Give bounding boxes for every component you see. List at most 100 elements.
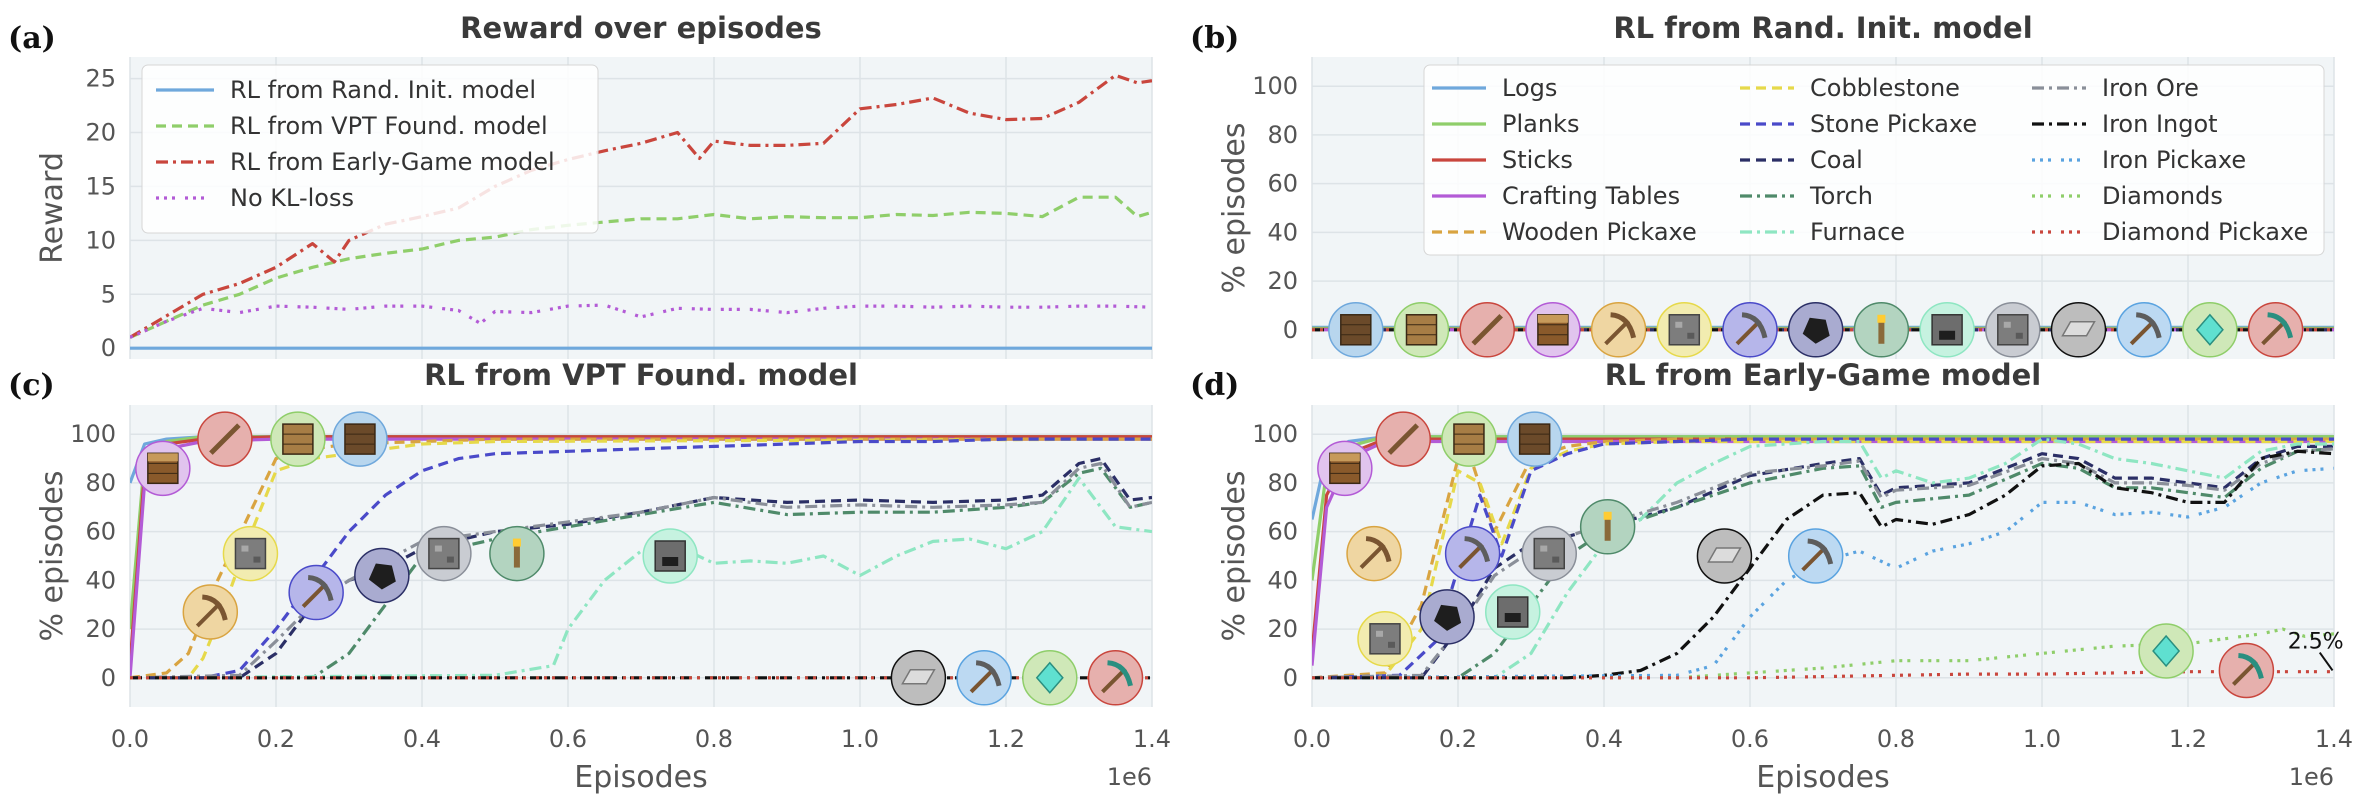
series-line-rl-from-early-game-model (130, 73, 1152, 339)
x-tick-label: 0.4 (403, 725, 441, 753)
item-icon-iron-pickaxe (956, 650, 1012, 706)
item-icon-coal (1787, 302, 1844, 358)
icon-shape (428, 537, 460, 570)
icon-shape (1035, 661, 1064, 694)
icon-shape (344, 423, 376, 455)
item-icon-stone-pickaxe (1444, 525, 1501, 582)
panel-letter: (d) (1190, 368, 1239, 403)
y-tick-label: 20 (85, 119, 116, 147)
item-icon-torch (1579, 499, 1636, 555)
y-tick-label: 0 (101, 664, 116, 692)
legend-entry-cobblestone: Cobblestone (1810, 74, 1960, 102)
item-icon-cobblestone (222, 525, 279, 582)
x-tick-label: 0.8 (1877, 725, 1915, 753)
y-tick-label: 100 (70, 420, 116, 448)
icon-shape (1537, 314, 1568, 323)
legend-entry-stone-pickaxe: Stone Pickaxe (1810, 110, 1977, 138)
icon-shape (1458, 543, 1485, 569)
icon-shape (1552, 556, 1560, 563)
y-tick-label: 0 (1283, 664, 1298, 692)
y-tick-label: 80 (1267, 469, 1298, 497)
icon-shape (901, 669, 936, 685)
icon-shape (1675, 321, 1683, 328)
item-icon-iron-ore (1521, 525, 1577, 582)
icon-shape (1453, 423, 1485, 455)
item-icon-stone-pickaxe (288, 564, 344, 621)
icon-shape (2129, 319, 2156, 346)
icon-shape (512, 538, 521, 547)
item-icon-wooden-pickaxe (1346, 525, 1402, 582)
y-tick-label: 20 (1267, 267, 1298, 295)
legend-entry-rl-from-rand-init-model: RL from Rand. Init. model (230, 76, 536, 104)
icon-shape (1434, 604, 1462, 631)
legend-box (1423, 64, 2325, 256)
icon-shape (1533, 537, 1565, 570)
legend-entry-crafting-tables: Crafting Tables (1502, 182, 1680, 210)
item-icon-diamonds (1022, 650, 1078, 706)
icon-shape (202, 594, 228, 621)
x-tick-label: 0.2 (1439, 725, 1477, 753)
icon-shape (195, 601, 222, 628)
item-icon-furnace (1919, 302, 1975, 358)
marker-group (135, 411, 1144, 706)
icon-shape (368, 563, 396, 590)
legend-entry-diamonds: Diamonds (2102, 182, 2223, 210)
icon-shape (253, 556, 261, 563)
icon-shape (2195, 313, 2224, 346)
y-tick-label: 15 (85, 172, 116, 200)
item-icon-iron-pickaxe (2116, 302, 2172, 358)
y-tick-label: 60 (1267, 518, 1298, 546)
item-icon-planks (1441, 411, 1497, 467)
legend: RL from Rand. Init. model RL from VPT Fou… (141, 64, 599, 234)
icon-shape (2231, 660, 2258, 686)
y-tick-label: 100 (1252, 420, 1298, 448)
x-tick-label: 1.4 (2315, 725, 2353, 753)
legend-box (141, 64, 599, 234)
item-icon-crafting-tables (1317, 440, 1373, 497)
item-icon-planks (1393, 302, 1450, 358)
icon-shape (1878, 321, 1885, 344)
series-line-torch (130, 466, 1152, 680)
icon-shape (1603, 511, 1612, 520)
item-icon-coal (354, 547, 410, 604)
item-icon-diamond-pickaxe (2218, 642, 2275, 699)
panel-title: RL from Rand. Init. model (1613, 11, 2032, 45)
icon-shape (1540, 545, 1548, 552)
x-tick-label: 0.0 (1293, 725, 1331, 753)
x-tick-label: 0.6 (549, 725, 587, 753)
icon-shape (1387, 423, 1420, 455)
icon-shape (513, 545, 520, 568)
icon-shape (1107, 660, 1133, 687)
icon-shape (307, 575, 334, 602)
item-icon-iron-ingot (1696, 528, 1753, 584)
item-icon-wooden-pickaxe (182, 584, 239, 640)
marker-group (1317, 411, 2275, 699)
legend-entry-sticks: Sticks (1502, 146, 1573, 174)
y-axis-label: % episodes (35, 471, 70, 642)
legend-entry-diamond-pickaxe: Diamond Pickaxe (2102, 218, 2308, 246)
x-axis-multiplier: 1e6 (2289, 763, 2334, 791)
marker-group (1328, 302, 2304, 358)
item-icon-logs (1328, 302, 1384, 358)
y-tick-label: 5 (101, 280, 116, 308)
x-tick-label: 1.2 (987, 725, 1025, 753)
series-line-stone-pickaxe (130, 437, 1152, 680)
icon-shape (2261, 319, 2288, 346)
icon-shape (1741, 312, 1768, 339)
icon-shape (1340, 314, 1372, 346)
item-icon-logs (1506, 411, 1563, 467)
panel-a: 0 5 10 15 20 25 Reward Reward over episodes (a) R… (8, 11, 1153, 362)
panel-title: RL from Early-Game model (1605, 358, 2042, 392)
item-icon-sticks (197, 411, 253, 467)
y-tick-label: 60 (1267, 170, 1298, 198)
icon-shape (1668, 314, 1701, 346)
x-tick-label: 1.4 (1133, 725, 1171, 753)
item-icon-torch (1853, 302, 1910, 358)
item-icon-coal (1419, 589, 1475, 645)
y-tick-label: 80 (85, 469, 116, 497)
legend-entry-furnace: Furnace (1810, 218, 1905, 246)
icon-shape (1931, 314, 1963, 346)
icon-shape (446, 556, 454, 563)
legend-entry-rl-from-vpt-found-model: RL from VPT Found. model (230, 112, 548, 140)
